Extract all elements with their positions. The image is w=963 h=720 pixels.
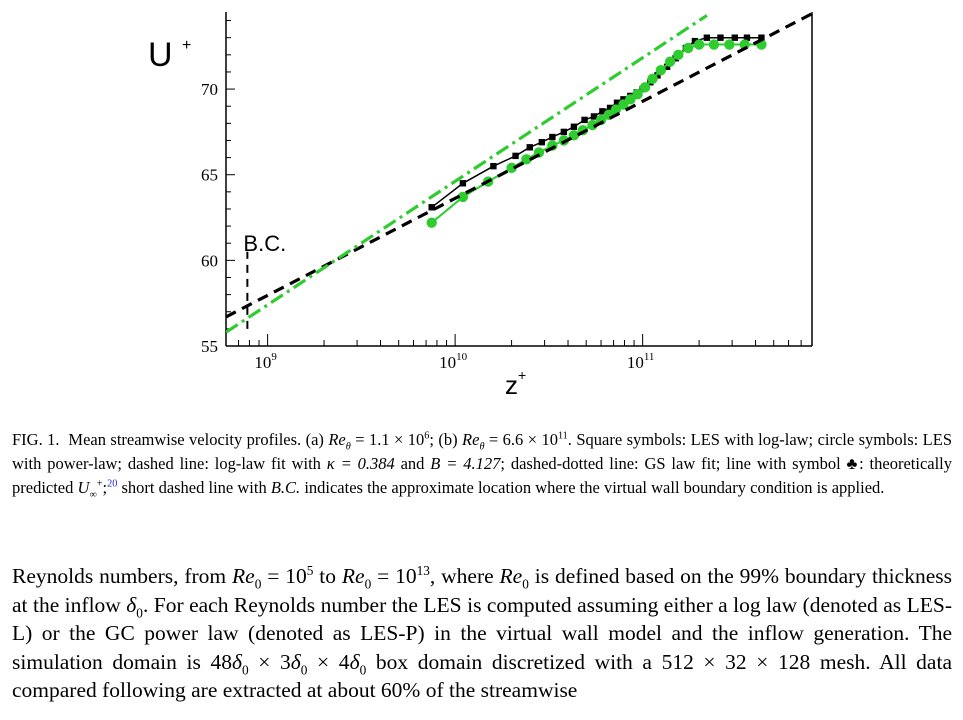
marker-square (663, 63, 671, 71)
y-axis-ticks: 55 60 65 70 (201, 20, 235, 356)
caption-re-a-val: = 1.1 × 10 (350, 430, 425, 449)
marker-square (731, 34, 738, 41)
marker-square (526, 144, 533, 151)
series-layer (226, 12, 812, 334)
body-re0-b-val: = 10 (371, 564, 417, 588)
body-t2: to (313, 564, 342, 588)
y-axis-label: U + (148, 36, 191, 74)
body-t1: Reynolds numbers, from (12, 564, 233, 588)
marker-square (538, 138, 546, 146)
body-re0-b-exp: 13 (416, 562, 430, 578)
marker-circle (521, 154, 532, 165)
marker-circle (724, 39, 735, 50)
body-t5: . For each Reynolds number the LES is co… (12, 592, 952, 674)
caption-text-6: ; (102, 478, 108, 497)
marker-circle (632, 89, 643, 100)
marker-square (459, 180, 467, 187)
marker-square (581, 116, 588, 124)
caption-b-const: B = 4.127 (430, 454, 501, 473)
y-tick-label: 55 (201, 337, 218, 356)
marker-square (549, 133, 556, 141)
series-line-log-law-fit (226, 12, 812, 319)
x-axis-label: z+ (505, 367, 526, 400)
caption-text-4: and (394, 454, 431, 473)
x-axis-ticks: 109 1010 1011 (225, 334, 813, 372)
marker-square (613, 99, 621, 106)
marker-square (758, 34, 765, 41)
caption-text-1: Mean streamwise velocity profiles. (a) (68, 430, 329, 449)
caption-re-b: Re (462, 430, 480, 449)
series-line-les-power-law (431, 43, 762, 224)
y-axis-label-base: U (148, 36, 173, 74)
y-tick-label: 65 (201, 166, 218, 185)
marker-square (606, 104, 614, 112)
caption-text-3: . Square symbols: LES with log-law; circ… (12, 430, 952, 473)
marker-square (717, 34, 724, 41)
marker-circle (708, 39, 720, 50)
marker-circle (683, 42, 694, 54)
body-re0-b: Re (341, 564, 365, 588)
marker-square (691, 37, 699, 45)
y-tick-label: 60 (201, 251, 218, 270)
caption-re-a-exp: 6 (424, 430, 430, 442)
x-tick-label: 1010 (439, 351, 468, 372)
marker-square (428, 204, 435, 211)
body-re0-a: Re (232, 564, 255, 588)
marker-circle (647, 73, 658, 85)
marker-circle (506, 162, 517, 174)
marker-circle (426, 217, 437, 228)
marker-square (599, 108, 606, 115)
x-tick-label: 1011 (627, 351, 655, 372)
caption-text-7: short dashed line with (117, 478, 271, 497)
body-paragraph: Reynolds numbers, from Re0 = 105 to Re0 … (12, 562, 952, 703)
body-t6: × 3 (248, 649, 291, 674)
bc-annotation: B.C. (243, 231, 286, 256)
caption-text-8: indicates the approximate location where… (300, 478, 885, 497)
series-clip-group (226, 12, 812, 334)
marker-square (703, 34, 711, 41)
marker-circle (673, 49, 684, 61)
marker-square (490, 162, 497, 170)
caption-u-inf: U (77, 478, 90, 497)
y-tick-label: 70 (201, 80, 218, 99)
caption-text-2: ; (b) (429, 430, 463, 449)
caption-prefix: FIG. 1. (12, 430, 60, 449)
caption-re-b-val: = 6.6 × 10 (484, 430, 558, 449)
caption-text-5: ; dashed-dotted line: GS law fit; line w… (12, 454, 953, 497)
body-re0-a-exp: 5 (306, 562, 314, 578)
marker-square (654, 72, 661, 79)
series-line-gs-law-fit (226, 14, 708, 334)
marker-circle (639, 82, 651, 93)
marker-circle (664, 56, 676, 67)
body-delta0: δ (126, 592, 137, 617)
caption-re-b-exp: 11 (557, 430, 568, 442)
caption-bc: B.C. (270, 478, 301, 497)
body-t8: box domain discretized with a 512 × 32 ×… (12, 649, 952, 703)
figure-caption: FIG. 1. Mean streamwise velocity profile… (12, 430, 953, 501)
marker-square (570, 123, 578, 130)
body-t7: × 4 (307, 649, 350, 674)
marker-circle (655, 65, 667, 76)
x-tick-label: 109 (254, 351, 277, 372)
caption-re-a: Re (328, 430, 346, 449)
velocity-profile-chart: 55 60 65 70 109 1010 1011 U + z+ B.C. (148, 12, 813, 400)
marker-square (560, 128, 568, 136)
marker-square (512, 152, 519, 160)
caption-ref-link[interactable]: 20 (107, 478, 118, 490)
marker-circle (693, 39, 705, 50)
body-re0-a-val: = 10 (261, 564, 307, 588)
marker-square (590, 113, 598, 120)
marker-circle (457, 191, 469, 203)
marker-circle (625, 94, 636, 105)
marker-square (743, 34, 751, 41)
body-t3: , where (429, 564, 500, 588)
body-re0-c: Re (499, 564, 523, 588)
body-t4: is defined based on the 99% boundary thi… (12, 564, 952, 617)
caption-kappa: κ = 0.384 (326, 454, 395, 473)
